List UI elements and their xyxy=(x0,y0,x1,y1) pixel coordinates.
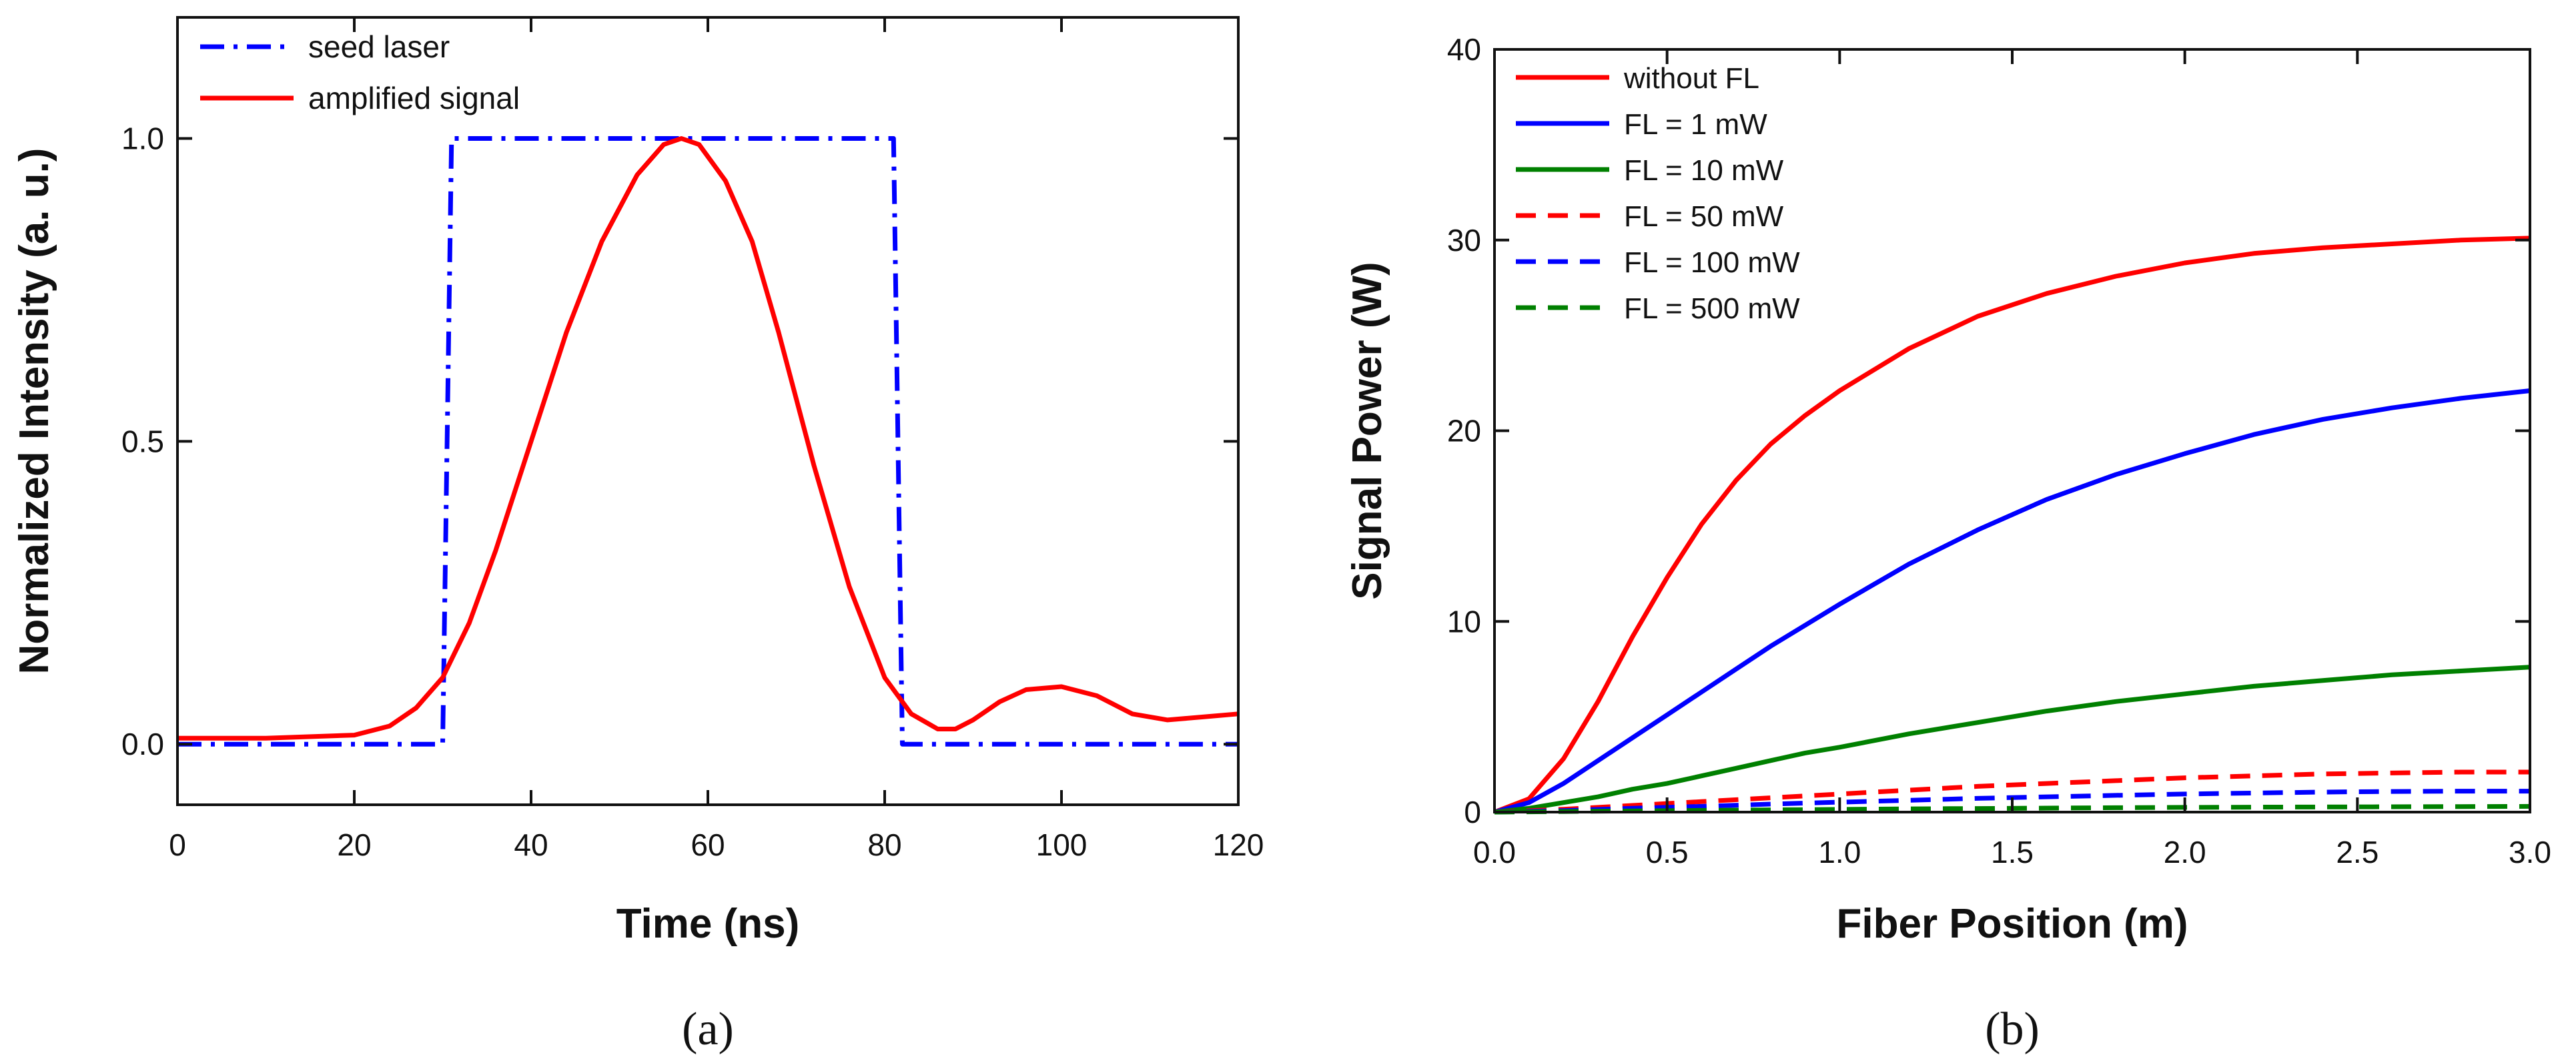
x-axis-title: Time (ns) xyxy=(616,901,799,947)
x-tick-label: 100 xyxy=(1036,827,1088,862)
y-tick-label: 20 xyxy=(1447,414,1481,448)
x-tick-label: 120 xyxy=(1213,827,1264,862)
series-line-1 xyxy=(177,136,1238,747)
legend-label-6: FL = 500 mW xyxy=(1624,292,1800,325)
series-line-2 xyxy=(177,136,1239,741)
y-tick-label: 0.0 xyxy=(121,727,164,761)
legend-label-2: amplified signal xyxy=(308,81,520,115)
x-axis-title: Fiber Position (m) xyxy=(1837,901,2188,947)
legend-label-1: seed laser xyxy=(308,29,450,64)
y-tick-label: 40 xyxy=(1447,32,1481,67)
series-line-2 xyxy=(1494,388,2531,815)
panel-b-chart: 0.0 0.5 1.0 1.5 2.0 2.5 3.0 0 10 20 30 40 Fiber Posi… xyxy=(1344,32,2551,1055)
panel-a-chart: 0 20 40 60 80 100 120 0.0 0.5 1.0 Time (ns) Normali… xyxy=(11,16,1264,1055)
y-tick-label: 30 xyxy=(1447,223,1481,258)
y-axis-title: Signal Power (W) xyxy=(1344,262,1390,599)
series-line-3 xyxy=(1494,665,2531,815)
y-tick-label: 0 xyxy=(1464,795,1481,829)
y-tick-label: 0.5 xyxy=(121,424,164,458)
legend-label-1: without FL xyxy=(1623,62,1759,95)
legend-label-2: FL = 1 mW xyxy=(1624,108,1767,141)
y-tick-label: 1.0 xyxy=(121,121,164,156)
x-tick-label: 40 xyxy=(514,827,548,862)
legend-label-3: FL = 10 mW xyxy=(1624,154,1784,187)
x-tick-label: 2.5 xyxy=(2336,835,2379,869)
x-tick-label: 20 xyxy=(337,827,371,862)
x-tick-label: 0 xyxy=(169,827,186,862)
panel-label: (b) xyxy=(1985,1004,2040,1055)
x-tick-label: 0.5 xyxy=(1646,835,1689,869)
x-tick-label: 2.0 xyxy=(2164,835,2206,869)
legend-label-5: FL = 100 mW xyxy=(1624,246,1800,279)
x-tick-label: 1.5 xyxy=(1991,835,2034,869)
series-line-1 xyxy=(1493,236,2531,815)
x-tick-label: 1.0 xyxy=(1818,835,1861,869)
x-tick-label: 60 xyxy=(691,827,725,862)
y-tick-label: 10 xyxy=(1447,604,1481,639)
legend-label-4: FL = 50 mW xyxy=(1624,200,1784,233)
x-tick-label: 0.0 xyxy=(1473,835,1516,869)
x-tick-label: 3.0 xyxy=(2509,835,2551,869)
x-tick-label: 80 xyxy=(867,827,901,862)
plot-frame xyxy=(176,16,1240,806)
y-axis-title: Normalized Intensity (a. u.) xyxy=(11,148,57,675)
panel-label: (a) xyxy=(682,1004,734,1055)
